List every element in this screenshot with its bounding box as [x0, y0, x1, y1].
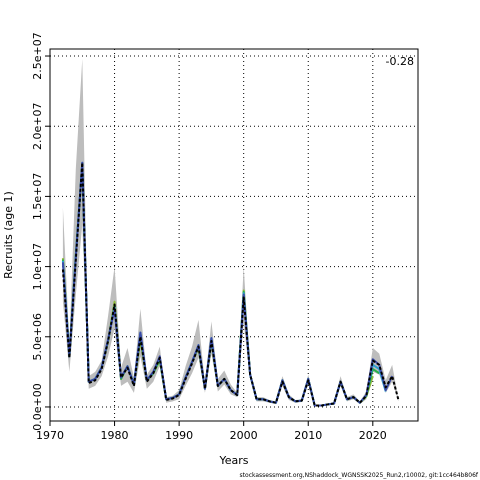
x-axis: 1970 1980 1990 2000 2010 2020 — [36, 421, 387, 442]
series-line-1 — [61, 161, 394, 407]
source-footnote: stockassessment.org,NShaddock_WGNSSK2025… — [240, 472, 479, 479]
x-tick-label: 1980 — [101, 429, 129, 442]
mohns-rho-annotation: -0.28 — [386, 55, 414, 68]
x-tick-label: 2020 — [359, 429, 387, 442]
plot-frame — [49, 48, 419, 422]
y-axis-title: Recruits (age 1) — [2, 191, 15, 279]
x-tick-label: 1970 — [36, 429, 64, 442]
x-tick-label: 2010 — [294, 429, 322, 442]
y-axis: 0.0e+00 5.0e+06 1.0e+07 1.5e+07 2.0e+07 2.5e+… — [31, 32, 50, 431]
confidence-band — [62, 58, 399, 407]
y-tick-label: 1.5e+07 — [31, 173, 44, 220]
x-axis-title: Years — [218, 454, 248, 467]
y-tick-label: 2.5e+07 — [31, 32, 44, 79]
x-tick-label: 1990 — [165, 429, 193, 442]
series-line-0 — [61, 161, 400, 407]
retro-series-lines — [61, 161, 400, 407]
gridlines — [49, 49, 418, 421]
y-tick-label: 1.0e+07 — [31, 243, 44, 290]
series-line-3 — [61, 163, 380, 407]
series-line-4 — [61, 164, 374, 407]
y-tick-label: 2.0e+07 — [31, 102, 44, 149]
confidence-band-area — [62, 58, 399, 407]
x-tick-label: 2000 — [230, 429, 258, 442]
y-tick-label: 5.0e+06 — [31, 313, 44, 360]
y-tick-label: 0.0e+00 — [31, 383, 44, 430]
series-line-2 — [61, 161, 387, 407]
